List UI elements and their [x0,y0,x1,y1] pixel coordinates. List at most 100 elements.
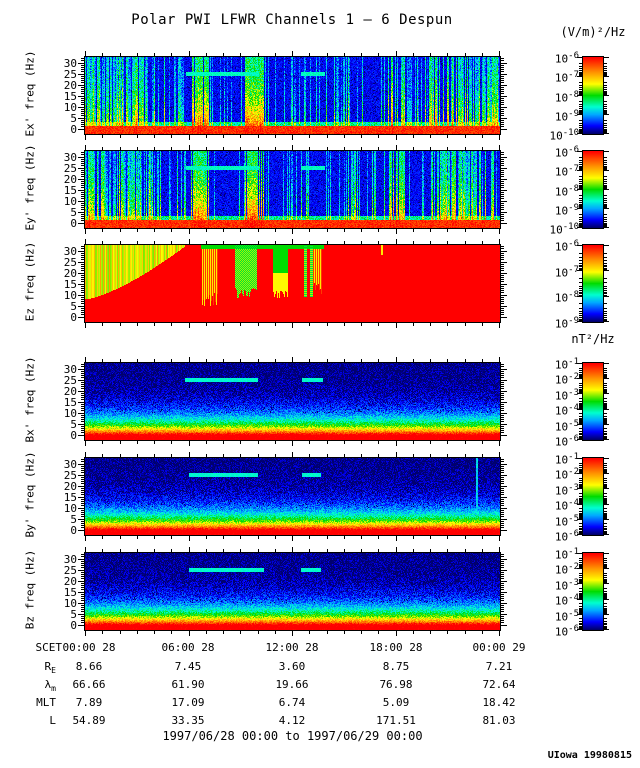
y-tick-label: 10 [63,501,77,515]
colorbar-tick-label: 10-3 [554,577,579,593]
y-tick-label: 10 [63,194,77,208]
y-tick-label: 0 [70,310,77,324]
colorbar-tick-label: 10-9 [554,202,579,218]
ephemeris-value: 61.90 [171,678,205,691]
ephemeris-value: 7.89 [75,696,103,709]
spectrogram-ex [77,50,508,141]
colorbar-tick-label: 10-4 [554,498,579,513]
y-tick-label: 10 [63,100,77,114]
colorbar-tick-label: 10-4 [554,403,579,418]
colorbar-tick-label: 10-6 [554,624,579,639]
colorbar-tick-label: 10-6 [554,51,579,66]
colorbar-tick-label: 10-6 [554,434,579,449]
colorbar-tick-label: 10-7 [554,70,579,85]
y-tick-label: 20 [63,479,77,493]
y-tick-label: 25 [63,255,77,269]
y-tick-label: 30 [63,552,77,566]
ephemeris-value: 18.42 [482,696,516,709]
ephemeris-value: 72.64 [482,678,516,691]
y-tick-label: 25 [63,67,77,81]
credit-stamp: UIowa 19980815 [547,750,632,761]
ephemeris-value: 7.45 [174,660,202,673]
ephemeris-value: 7.21 [485,660,513,673]
y-tick-label: 15 [63,89,77,103]
colorbar-tick-label: 10-2 [554,467,579,483]
xaxis-tick-label: 12:00 28 [265,641,319,654]
colorbar-tick-label: 10-8 [554,290,579,305]
ephemeris-value: 33.35 [171,714,205,727]
date-range: 1997/06/28 00:00 to 1997/06/29 00:00 [162,729,423,743]
colorbar-tick-label: 10-1 [554,452,579,467]
colorbar-tick-label: 10-6 [554,145,579,160]
colorbar-tick-label: 10-6 [554,239,579,254]
colorbar-tick-label: 10-4 [554,593,579,608]
ephemeris-value: 8.75 [382,660,410,673]
colorbar-tick-label: 10-3 [554,387,579,403]
ephemeris-value: 8.66 [75,660,103,673]
colorbar-tick-label: 10-8 [554,89,579,105]
colorbar-ey [575,144,611,235]
colorbar-ex [575,50,611,141]
chart-title: Polar PWI LFWR Channels 1 — 6 Despun [131,12,453,28]
spectrogram-bx [77,356,508,447]
y-tick-label: 0 [70,216,77,230]
y-tick-label: 15 [63,585,77,599]
colorbar-tick-label: 10-7 [554,164,579,179]
colorbar-tick-label: 10-5 [554,513,579,529]
xaxis-tick-label: 00:00 29 [472,641,526,654]
colorbar-tick-label: 10-3 [554,482,579,498]
spectrogram-bz [77,546,508,637]
y-tick-label: 5 [70,417,77,431]
y-tick-label: 5 [70,607,77,621]
y-tick-label: 15 [63,277,77,291]
ephemeris-value: 54.89 [72,714,106,727]
y-tick-label: 15 [63,490,77,504]
y-tick-label: 5 [70,512,77,526]
y-tick-label: 0 [70,523,77,537]
ephemeris-value: 6.74 [278,696,306,709]
y-tick-label: 20 [63,78,77,92]
y-tick-label: 20 [63,172,77,186]
colorbar-bx [575,356,611,447]
spectrogram-by [77,451,508,542]
unit-label-electric: (V/m)²/Hz [560,25,626,39]
colorbar-tick-label: 10-5 [554,608,579,624]
ephemeris-value: 5.09 [382,696,410,709]
ephemeris-row-label: L [49,714,56,727]
y-tick-label: 10 [63,288,77,302]
colorbar-tick-label: 10-10 [549,222,579,237]
colorbar-by [575,451,611,542]
y-tick-label: 5 [70,205,77,219]
y-tick-label: 25 [63,161,77,175]
y-tick-label: 0 [70,428,77,442]
ephemeris-row-label: MLT [36,696,56,709]
y-tick-label: 5 [70,299,77,313]
y-tick-label: 30 [63,244,77,258]
colorbar-ez [575,238,611,329]
y-tick-label: 30 [63,362,77,376]
ephemeris-value: 17.09 [171,696,205,709]
ephemeris-row-label: λm [44,678,56,694]
y-tick-label: 15 [63,395,77,409]
ephemeris-value: 4.12 [278,714,306,727]
colorbar-tick-label: 10-2 [554,372,579,388]
y-tick-label: 10 [63,596,77,610]
ephemeris-value: 171.51 [376,714,416,727]
y-axis-label-ez: Ez freq (Hz) [23,241,37,322]
colorbar-tick-label: 10-7 [554,264,579,280]
y-tick-label: 5 [70,111,77,125]
colorbar-tick-label: 10-5 [554,418,579,434]
y-tick-label: 20 [63,574,77,588]
y-tick-label: 30 [63,56,77,70]
spectrogram-ey [77,144,508,235]
ephemeris-value: 81.03 [482,714,516,727]
colorbar-tick-label: 10-8 [554,183,579,199]
ephemeris-row-label: RE [44,660,56,676]
colorbar-tick-label: 10-1 [554,357,579,372]
y-tick-label: 10 [63,406,77,420]
ephemeris-value: 3.60 [278,660,306,673]
colorbar-tick-label: 10-10 [549,128,579,143]
y-axis-label-bz: Bz freq (Hz) [23,549,37,630]
ephemeris-value: 76.98 [379,678,413,691]
